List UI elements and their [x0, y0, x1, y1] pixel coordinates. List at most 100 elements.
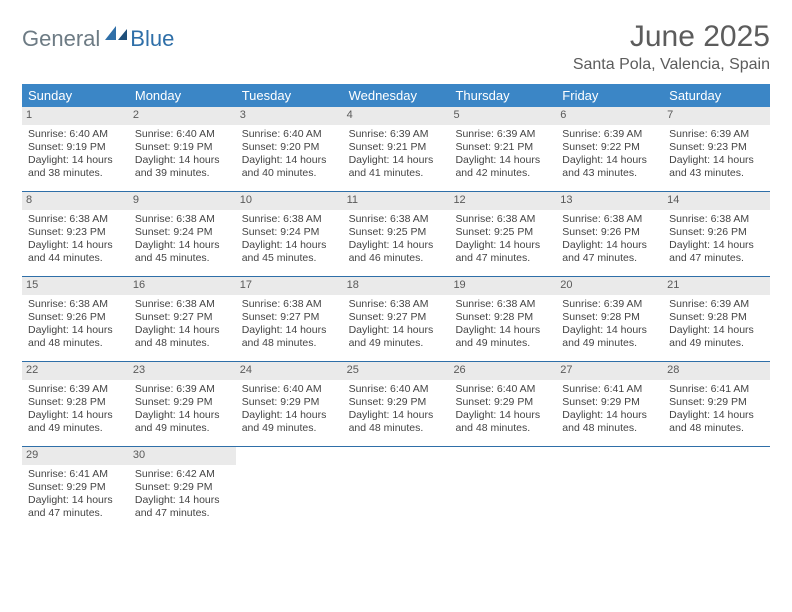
day-cell: 5Sunrise: 6:39 AMSunset: 9:21 PMDaylight…	[449, 107, 556, 191]
day-number: 25	[343, 362, 450, 380]
daylight-line: Daylight: 14 hours and 48 minutes.	[562, 409, 657, 435]
sunrise-line: Sunrise: 6:40 AM	[135, 128, 230, 141]
day-cell	[343, 447, 450, 531]
day-number: 21	[663, 277, 770, 295]
sunset-line: Sunset: 9:26 PM	[28, 311, 123, 324]
daylight-line: Daylight: 14 hours and 49 minutes.	[669, 324, 764, 350]
sunrise-line: Sunrise: 6:38 AM	[349, 298, 444, 311]
day-cell: 17 Sunrise: 6:38 AMSunset: 9:27 PMDayligh…	[236, 277, 343, 361]
sunset-line: Sunset: 9:29 PM	[349, 396, 444, 409]
sunrise-line: Sunrise: 6:41 AM	[669, 383, 764, 396]
sunrise-line: Sunrise: 6:39 AM	[562, 128, 657, 141]
daylight-line: Daylight: 14 hours and 49 minutes.	[28, 409, 123, 435]
day-cell: 28Sunrise: 6:41 AMSunset: 9:29 PMDayligh…	[663, 362, 770, 446]
daylight-line: Daylight: 14 hours and 47 minutes.	[135, 494, 230, 520]
sunrise-line: Sunrise: 6:39 AM	[135, 383, 230, 396]
sunset-line: Sunset: 9:29 PM	[562, 396, 657, 409]
day-number: 7	[663, 107, 770, 125]
day-cell: 11Sunrise: 6:38 AMSunset: 9:25 PMDayligh…	[343, 192, 450, 276]
day-header-cell: Friday	[556, 84, 663, 107]
daylight-line: Daylight: 14 hours and 49 minutes.	[349, 324, 444, 350]
sunrise-line: Sunrise: 6:38 AM	[669, 213, 764, 226]
sunrise-line: Sunrise: 6:40 AM	[455, 383, 550, 396]
sunset-line: Sunset: 9:29 PM	[455, 396, 550, 409]
daylight-line: Daylight: 14 hours and 41 minutes.	[349, 154, 444, 180]
day-cell: 27 Sunrise: 6:41 AMSunset: 9:29 PMDayligh…	[556, 362, 663, 446]
daylight-line: Daylight: 14 hours and 45 minutes.	[135, 239, 230, 265]
sunrise-line: Sunrise: 6:39 AM	[669, 128, 764, 141]
daylight-line: Daylight: 14 hours and 47 minutes.	[455, 239, 550, 265]
daylight-line: Daylight: 14 hours and 48 minutes.	[242, 324, 337, 350]
header: General Blue June 2025 Santa Pola, Valen…	[22, 20, 770, 74]
day-header-cell: Tuesday	[236, 84, 343, 107]
sunset-line: Sunset: 9:28 PM	[455, 311, 550, 324]
sunrise-line: Sunrise: 6:42 AM	[135, 468, 230, 481]
sunrise-line: Sunrise: 6:38 AM	[135, 213, 230, 226]
day-cell: 23Sunrise: 6:39 AMSunset: 9:29 PMDayligh…	[129, 362, 236, 446]
day-number: 24	[236, 362, 343, 380]
day-header-row: SundayMondayTuesdayWednesdayThursdayFrid…	[22, 84, 770, 107]
day-header-cell: Thursday	[449, 84, 556, 107]
sunset-line: Sunset: 9:21 PM	[349, 141, 444, 154]
daylight-line: Daylight: 14 hours and 45 minutes.	[242, 239, 337, 265]
day-number: 27	[556, 362, 663, 380]
day-cell: 10Sunrise: 6:38 AMSunset: 9:24 PMDayligh…	[236, 192, 343, 276]
daylight-line: Daylight: 14 hours and 48 minutes.	[135, 324, 230, 350]
day-number: 3	[236, 107, 343, 125]
day-header-cell: Saturday	[663, 84, 770, 107]
sunrise-line: Sunrise: 6:40 AM	[349, 383, 444, 396]
daylight-line: Daylight: 14 hours and 48 minutes.	[28, 324, 123, 350]
sunset-line: Sunset: 9:21 PM	[455, 141, 550, 154]
day-header-cell: Monday	[129, 84, 236, 107]
daylight-line: Daylight: 14 hours and 43 minutes.	[562, 154, 657, 180]
day-number: 16	[129, 277, 236, 295]
day-number: 14	[663, 192, 770, 210]
day-cell: 9Sunrise: 6:38 AMSunset: 9:24 PMDaylight…	[129, 192, 236, 276]
sunrise-line: Sunrise: 6:40 AM	[242, 383, 337, 396]
sunrise-line: Sunrise: 6:38 AM	[242, 298, 337, 311]
daylight-line: Daylight: 14 hours and 48 minutes.	[669, 409, 764, 435]
daylight-line: Daylight: 14 hours and 49 minutes.	[242, 409, 337, 435]
sunset-line: Sunset: 9:27 PM	[135, 311, 230, 324]
sunrise-line: Sunrise: 6:39 AM	[349, 128, 444, 141]
week-row: 8Sunrise: 6:38 AMSunset: 9:23 PMDaylight…	[22, 192, 770, 277]
sunset-line: Sunset: 9:28 PM	[669, 311, 764, 324]
day-number: 2	[129, 107, 236, 125]
daylight-line: Daylight: 14 hours and 44 minutes.	[28, 239, 123, 265]
sunset-line: Sunset: 9:28 PM	[28, 396, 123, 409]
day-cell: 16Sunrise: 6:38 AMSunset: 9:27 PMDayligh…	[129, 277, 236, 361]
day-number: 1	[22, 107, 129, 125]
day-number: 8	[22, 192, 129, 210]
day-cell: 6Sunrise: 6:39 AMSunset: 9:22 PMDaylight…	[556, 107, 663, 191]
day-number: 19	[449, 277, 556, 295]
sunrise-line: Sunrise: 6:39 AM	[455, 128, 550, 141]
day-cell: 22Sunrise: 6:39 AMSunset: 9:28 PMDayligh…	[22, 362, 129, 446]
daylight-line: Daylight: 14 hours and 49 minutes.	[562, 324, 657, 350]
weeks-container: 1Sunrise: 6:40 AMSunset: 9:19 PMDaylight…	[22, 107, 770, 531]
sunset-line: Sunset: 9:19 PM	[28, 141, 123, 154]
day-number: 12	[449, 192, 556, 210]
sunrise-line: Sunrise: 6:38 AM	[242, 213, 337, 226]
sunset-line: Sunset: 9:28 PM	[562, 311, 657, 324]
day-cell: 19Sunrise: 6:38 AMSunset: 9:28 PMDayligh…	[449, 277, 556, 361]
logo-text-blue: Blue	[130, 26, 174, 52]
day-header-cell: Sunday	[22, 84, 129, 107]
day-number: 4	[343, 107, 450, 125]
day-cell: 7 Sunrise: 6:39 AMSunset: 9:23 PMDaylight…	[663, 107, 770, 191]
sunrise-line: Sunrise: 6:41 AM	[562, 383, 657, 396]
day-cell: 29Sunrise: 6:41 AMSunset: 9:29 PMDayligh…	[22, 447, 129, 531]
daylight-line: Daylight: 14 hours and 46 minutes.	[349, 239, 444, 265]
sunrise-line: Sunrise: 6:41 AM	[28, 468, 123, 481]
sunset-line: Sunset: 9:27 PM	[242, 311, 337, 324]
day-number: 15	[22, 277, 129, 295]
day-number: 17	[236, 277, 343, 295]
day-number: 23	[129, 362, 236, 380]
sunset-line: Sunset: 9:23 PM	[669, 141, 764, 154]
daylight-line: Daylight: 14 hours and 42 minutes.	[455, 154, 550, 180]
sunset-line: Sunset: 9:22 PM	[562, 141, 657, 154]
sunrise-line: Sunrise: 6:38 AM	[349, 213, 444, 226]
week-row: 15Sunrise: 6:38 AMSunset: 9:26 PMDayligh…	[22, 277, 770, 362]
daylight-line: Daylight: 14 hours and 43 minutes.	[669, 154, 764, 180]
day-cell: 20Sunrise: 6:39 AMSunset: 9:28 PMDayligh…	[556, 277, 663, 361]
daylight-line: Daylight: 14 hours and 38 minutes.	[28, 154, 123, 180]
